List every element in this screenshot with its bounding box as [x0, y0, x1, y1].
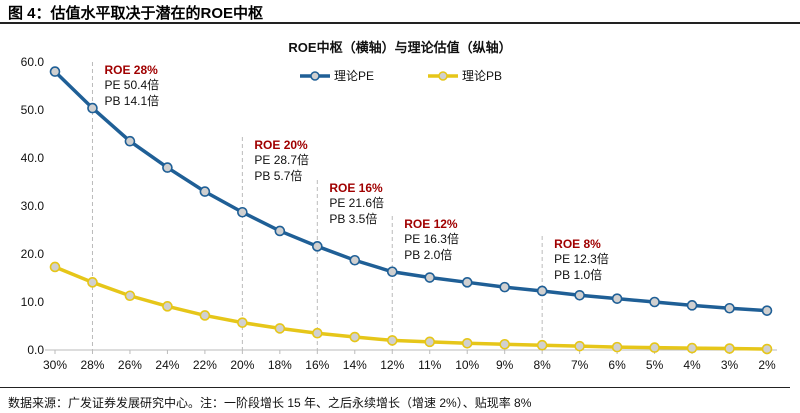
x-tick-label: 28%: [80, 358, 104, 372]
data-point-pb: [499, 338, 510, 350]
data-point-pb: [237, 317, 248, 328]
data-point-pb: [87, 277, 98, 288]
annotation-pe: PE 21.6倍: [329, 195, 384, 210]
legend-label-pb: 理论PB: [462, 69, 502, 83]
data-point-pe: [649, 296, 660, 308]
x-tick-label: 5%: [646, 358, 664, 372]
x-tick-label: 8%: [533, 358, 551, 372]
data-point-pb: [274, 323, 286, 334]
x-tick-label: 24%: [155, 358, 179, 372]
annotation-roe: ROE 16%: [329, 181, 383, 195]
x-tick-label: 16%: [305, 358, 329, 372]
data-point-pe: [237, 206, 248, 218]
data-point-pe: [87, 102, 98, 114]
annotation-pb: PB 3.5倍: [329, 211, 377, 226]
data-point-pe: [162, 162, 173, 173]
annotation-roe: ROE 12%: [404, 217, 458, 231]
data-point-pb: [124, 290, 136, 302]
annotation-roe: ROE 8%: [554, 237, 601, 251]
data-point-pe: [386, 266, 398, 278]
data-point-pe: [424, 272, 436, 283]
data-point-pb: [761, 343, 773, 355]
x-tick-label: 2%: [758, 358, 776, 372]
x-tick-label: 7%: [571, 358, 589, 372]
data-point-pb: [386, 335, 398, 346]
data-point-pb: [724, 343, 735, 354]
x-tick-label: 30%: [43, 358, 67, 372]
annotation-pe: PE 50.4倍: [104, 77, 159, 92]
x-tick-label: 4%: [683, 358, 701, 372]
data-point-pb: [49, 261, 61, 273]
legend-label-pe: 理论PE: [334, 69, 374, 83]
legend-marker-pb: [438, 71, 448, 81]
data-point-pb: [349, 331, 361, 343]
data-point-pb: [536, 339, 548, 351]
data-point-pb: [162, 301, 173, 312]
y-tick-label: 20.0: [21, 247, 45, 261]
legend-marker-pe: [310, 71, 320, 81]
data-point-pb: [312, 327, 323, 339]
annotation-roe: ROE 28%: [104, 63, 158, 77]
x-tick-label: 3%: [721, 358, 739, 372]
data-point-pe: [574, 289, 585, 301]
annotation-pb: PB 14.1倍: [104, 93, 159, 108]
annotation-roe: ROE 20%: [254, 138, 308, 152]
y-tick-label: 0.0: [27, 343, 44, 357]
data-point-pb: [199, 310, 211, 321]
data-point-pb: [574, 340, 585, 352]
annotation-pe: PE 28.7倍: [254, 152, 309, 167]
y-tick-label: 60.0: [21, 55, 45, 69]
annotation-pb: PB 1.0倍: [554, 267, 602, 282]
chart-title: ROE中枢（横轴）与理论估值（纵轴）: [288, 40, 511, 55]
data-point-pb: [461, 337, 473, 349]
data-point-pb: [424, 336, 436, 348]
data-point-pe: [724, 302, 735, 314]
x-tick-label: 18%: [268, 358, 292, 372]
data-point-pe: [274, 225, 286, 237]
data-point-pe: [124, 135, 136, 147]
data-point-pe: [536, 285, 548, 297]
data-point-pe: [499, 281, 510, 293]
x-tick-label: 26%: [118, 358, 142, 372]
x-tick-label: 11%: [418, 358, 441, 372]
y-tick-label: 30.0: [21, 199, 45, 213]
x-tick-label: 9%: [496, 358, 514, 372]
x-tick-label: 20%: [230, 358, 254, 372]
annotation-pe: PE 12.3倍: [554, 251, 609, 266]
data-point-pb: [611, 341, 623, 353]
annotation-pb: PB 2.0倍: [404, 247, 452, 262]
x-tick-label: 10%: [455, 358, 479, 372]
x-tick-label: 12%: [380, 358, 404, 372]
y-tick-label: 40.0: [21, 151, 45, 165]
data-point-pe: [312, 241, 323, 252]
data-point-pe: [686, 300, 698, 311]
data-point-pb: [649, 342, 660, 353]
data-point-pe: [461, 277, 473, 288]
y-tick-label: 50.0: [21, 103, 45, 117]
data-point-pe: [349, 254, 361, 266]
footer-divider: [0, 387, 790, 388]
data-point-pe: [761, 305, 773, 316]
x-tick-label: 14%: [343, 358, 367, 372]
source-note: 数据来源：广发证券发展研究中心。注：一阶段增长 15 年、之后永续增长（增速 2…: [8, 396, 532, 410]
x-tick-label: 6%: [608, 358, 626, 372]
annotation-pe: PE 16.3倍: [404, 231, 459, 246]
title-divider: [0, 22, 800, 24]
data-point-pe: [199, 186, 211, 197]
x-tick-label: 22%: [193, 358, 217, 372]
data-point-pe: [611, 293, 623, 304]
annotation-pb: PB 5.7倍: [254, 168, 302, 183]
data-point-pb: [686, 342, 698, 354]
figure-title: 图 4：估值水平取决于潜在的ROE中枢: [8, 5, 264, 22]
chart: ROE中枢（横轴）与理论估值（纵轴） 30% 28% 26% 24% 22% 20% 18% 1…: [21, 40, 777, 372]
y-tick-label: 10.0: [21, 295, 45, 309]
series-line-pe: [53, 70, 768, 313]
series-line-pb: [54, 265, 768, 351]
data-point-pe: [49, 66, 61, 77]
